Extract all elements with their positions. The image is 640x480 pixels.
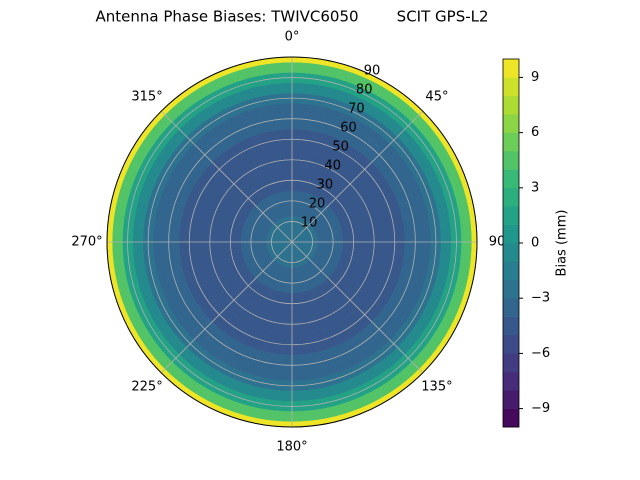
- colorbar-tick-label: 0: [531, 236, 539, 251]
- theta-tick-label: 225°: [131, 379, 162, 394]
- colorbar-band: [503, 206, 519, 225]
- colorbar-tick-label: 3: [531, 180, 539, 195]
- theta-tick-label: 45°: [425, 90, 448, 105]
- r-tick-label: 90: [364, 64, 381, 79]
- r-tick-label: 70: [348, 102, 365, 117]
- theta-tick-label: 0°: [285, 30, 300, 45]
- colorbar-band: [503, 390, 519, 409]
- colorbar-band: [503, 187, 519, 207]
- colorbar-band: [503, 224, 519, 244]
- colorbar-tick-label: 9: [531, 70, 539, 85]
- colorbar-band: [503, 316, 519, 336]
- colorbar-band: [503, 114, 519, 133]
- colorbar-label: Bias (mm): [555, 210, 570, 277]
- theta-tick-label: 135°: [421, 379, 452, 394]
- theta-tick-label: 315°: [131, 90, 162, 105]
- colorbar-tick-label: −9: [531, 401, 550, 416]
- colorbar-band: [503, 132, 519, 152]
- colorbar-band: [503, 353, 519, 373]
- r-tick-label: 10: [301, 216, 318, 231]
- colorbar-band: [503, 77, 519, 97]
- colorbar-band: [503, 59, 519, 78]
- colorbar-band: [503, 298, 519, 317]
- grid-spoke: [160, 241, 293, 374]
- r-tick-label: 30: [317, 178, 334, 193]
- r-tick-label: 40: [324, 159, 341, 174]
- r-tick-label: 80: [356, 83, 373, 98]
- r-tick-label: 50: [332, 140, 349, 155]
- colorbar-band: [503, 243, 519, 262]
- grid-spoke: [291, 241, 424, 374]
- colorbar-band: [503, 335, 519, 354]
- grid-spoke: [291, 110, 424, 243]
- colorbar-band: [503, 169, 519, 189]
- colorbar-tick-label: −3: [531, 291, 550, 306]
- theta-tick-label: 90: [489, 235, 506, 250]
- polar-frame: [106, 56, 478, 428]
- colorbar-tick-label: 6: [531, 125, 539, 140]
- colorbar-band: [503, 371, 519, 391]
- theta-tick-label: 270°: [71, 235, 102, 250]
- chart-title: Antenna Phase Biases: TWIVC6050 SCIT GPS…: [95, 8, 488, 26]
- colorbar-tick-label: −6: [531, 346, 550, 361]
- r-tick-label: 20: [309, 197, 326, 212]
- theta-tick-label: 180°: [276, 440, 307, 455]
- colorbar-band: [503, 151, 519, 170]
- colorbar-band: [503, 408, 519, 428]
- colorbar-band: [503, 95, 519, 115]
- colorbar-band: [503, 279, 519, 299]
- polar-plot: 1020304050607080900°45°90135°180°225°270…: [71, 30, 569, 455]
- grid-spoke: [160, 110, 293, 243]
- r-tick-label: 60: [340, 121, 357, 136]
- colorbar-band: [503, 261, 519, 281]
